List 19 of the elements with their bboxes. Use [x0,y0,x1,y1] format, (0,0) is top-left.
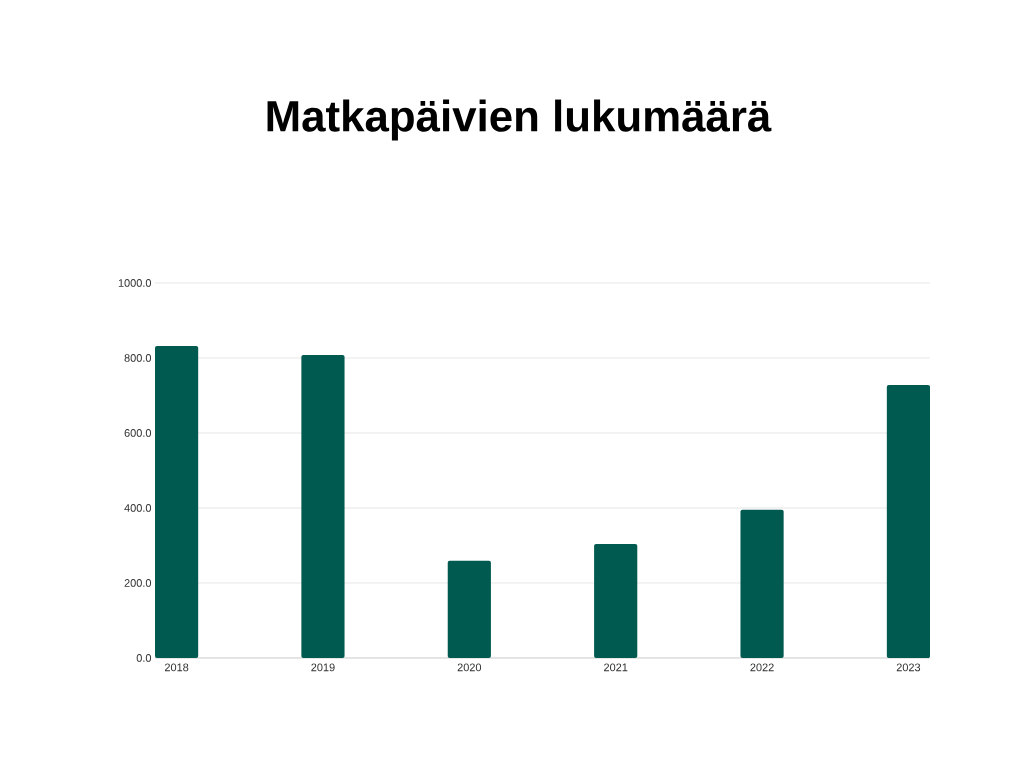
bar [155,345,199,658]
y-tick-label: 200.0 [124,579,152,587]
x-tick-label: 2018 [164,663,189,672]
bar [301,354,345,658]
bar [886,384,931,658]
chart-title: Matkapäivien lukumäärä [267,99,772,141]
y-tick-label: 800.0 [124,354,152,362]
bar [594,543,638,658]
x-tick-label: 2021 [604,663,628,672]
x-tick-label: 2019 [311,663,335,672]
bar [740,509,784,658]
y-tick-label: 1000.0 [118,279,152,287]
y-tick-label: 400.0 [124,504,152,512]
y-tick-label: 600.0 [124,429,152,437]
bar [447,560,491,658]
x-tick-label: 2020 [457,663,482,672]
x-tick-label: 2022 [750,663,774,672]
x-tick-label: 2023 [896,663,921,672]
y-tick-label: 0.0 [136,654,152,662]
